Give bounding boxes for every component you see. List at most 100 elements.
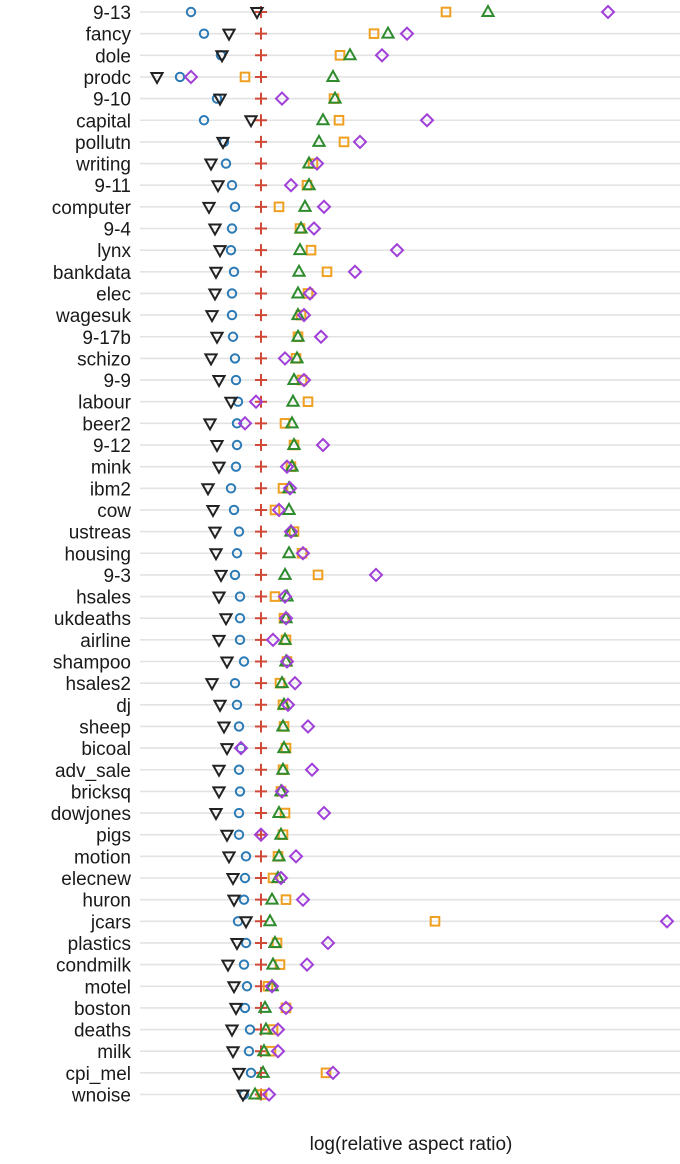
triangle-down-point (211, 375, 227, 389)
category-label: elec (96, 284, 131, 305)
cross-point (255, 655, 267, 668)
category-label: deaths (74, 1021, 131, 1042)
diamond-point (274, 91, 290, 107)
category-label: 9-12 (93, 436, 131, 457)
triangle-down-point (207, 223, 223, 237)
cross-point (255, 49, 267, 62)
triangle-down-point (203, 353, 219, 367)
category-label: ukdeaths (54, 609, 131, 630)
diamond-point (659, 913, 675, 929)
cross-point (255, 330, 267, 343)
cross-point (255, 828, 267, 841)
circle-point (226, 288, 238, 299)
cross-point (255, 547, 267, 560)
triangle-up-point (289, 350, 305, 364)
diamond-point (278, 610, 294, 626)
category-label: adv_sale (55, 761, 131, 782)
category-label: writing (75, 155, 131, 176)
diamond-point (352, 134, 368, 150)
category-label: sheep (79, 717, 131, 738)
category-label: pollutn (75, 133, 131, 154)
cross-point (255, 568, 267, 581)
cross-point (255, 179, 267, 192)
row-gridlines (140, 11, 680, 1096)
triangle-up-point (285, 393, 301, 407)
category-label: pigs (96, 826, 131, 847)
category-label: bricksq (71, 782, 131, 803)
triangle-up-point (291, 263, 307, 277)
square-point (239, 71, 251, 83)
triangle-up-point (293, 220, 309, 234)
cross-point (255, 763, 267, 776)
circle-point (228, 266, 240, 277)
cross-point (255, 698, 267, 711)
triangle-down-point (226, 894, 242, 908)
circle-point (185, 6, 197, 18)
triangle-down-point (249, 7, 265, 21)
triangle-up-point (284, 415, 300, 429)
cross-point (255, 742, 267, 755)
circle-point (231, 699, 243, 710)
category-label: dj (116, 696, 131, 717)
category-label: 9-13 (93, 3, 131, 24)
triangle-down-point (202, 418, 218, 432)
diamond-point (248, 394, 264, 410)
triangle-down-point (205, 504, 221, 518)
category-label: boston (74, 999, 131, 1020)
triangle-up-point (277, 566, 293, 580)
square-point (440, 6, 452, 18)
category-label: airline (80, 631, 131, 652)
square-point (280, 894, 292, 905)
triangle-down-point (225, 873, 241, 887)
triangle-up-point (264, 978, 280, 992)
category-label: mink (91, 458, 132, 479)
triangle-down-point (238, 916, 254, 930)
cross-point (255, 439, 267, 451)
circle-point (226, 223, 238, 234)
triangle-down-point (215, 136, 231, 150)
x-axis-label: log(relative aspect ratio) (310, 1134, 513, 1155)
circle-point (230, 461, 242, 472)
cross-point (255, 915, 267, 928)
triangle-down-point (211, 764, 227, 778)
triangle-down-point (235, 1089, 251, 1103)
diamond-point (283, 177, 299, 193)
triangle-up-point (276, 696, 292, 710)
triangle-up-point (275, 761, 291, 775)
triangle-up-point (277, 631, 293, 645)
cross-point (255, 92, 267, 105)
circle-point (229, 201, 241, 213)
cross-point (255, 244, 267, 257)
triangle-down-point (223, 396, 239, 410)
triangle-down-point (231, 1067, 247, 1081)
triangle-down-point (243, 115, 259, 129)
category-label: schizo (77, 349, 131, 370)
category-label: wnoise (71, 1086, 131, 1107)
circle-point (226, 309, 238, 321)
triangle-up-point (258, 1021, 274, 1035)
square-point (321, 266, 333, 278)
category-label: ustreas (69, 523, 131, 544)
square-point (368, 28, 380, 39)
diamond-point (288, 848, 304, 864)
diamond-point (270, 1022, 286, 1037)
cross-point (255, 807, 267, 820)
diamond-point (296, 372, 312, 388)
triangle-down-point (204, 678, 220, 692)
circle-point (229, 677, 241, 689)
triangle-down-point (229, 937, 245, 951)
circle-point (238, 656, 250, 667)
cross-point (255, 633, 267, 646)
diamond-point (277, 589, 293, 604)
diamond-point (389, 242, 405, 258)
diamond-point (277, 350, 293, 366)
diamond-point (306, 221, 322, 236)
category-label: motel (85, 977, 131, 998)
category-label: plastics (68, 934, 131, 955)
triangle-down-point (219, 829, 235, 843)
square-point (429, 916, 441, 927)
triangle-up-point (265, 956, 281, 970)
diamond-point (295, 545, 311, 561)
circle-point (231, 439, 243, 451)
circle-point (229, 569, 241, 581)
